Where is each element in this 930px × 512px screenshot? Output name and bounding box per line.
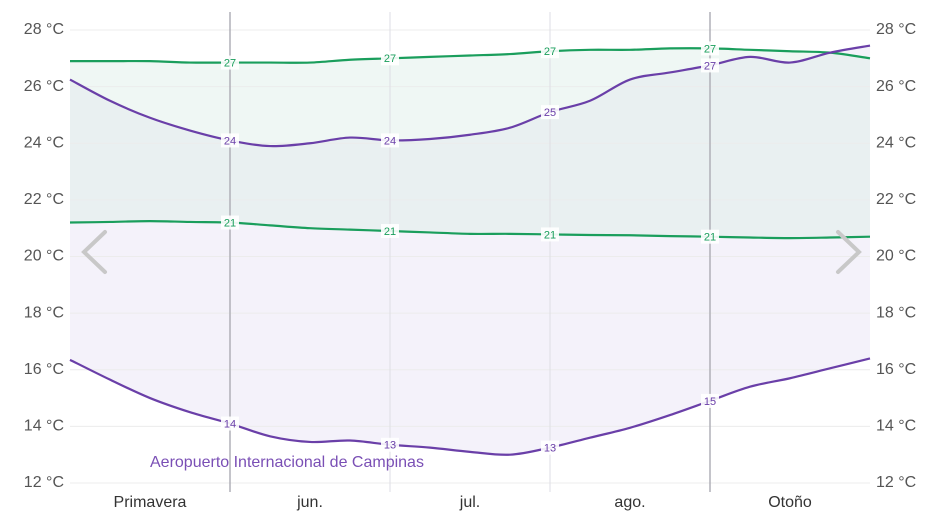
- y-tick-label: 20 °C: [24, 248, 64, 265]
- value-label-bg: [701, 58, 719, 73]
- value-label: 21: [544, 229, 556, 241]
- y-tick-label: 28 °C: [24, 21, 64, 38]
- value-label-bg: [381, 224, 399, 239]
- month-dividers: [229, 12, 711, 492]
- value-label: 21: [224, 217, 236, 229]
- y2-tick-label: 28 °C: [876, 21, 916, 38]
- value-label: 21: [704, 232, 716, 244]
- y2-tick-label: 18 °C: [876, 304, 916, 321]
- x-tick-label: Primavera: [114, 494, 187, 511]
- next-arrow[interactable]: [836, 230, 862, 274]
- temperature-line: [70, 47, 871, 64]
- x-tick-label: ago.: [614, 494, 645, 511]
- value-label-bg: [541, 44, 559, 59]
- value-label-bg: [381, 51, 399, 66]
- station-annotation: Aeropuerto Internacional de Campinas: [150, 454, 424, 471]
- value-label-bg: [541, 440, 559, 455]
- value-label-bg: [221, 416, 239, 431]
- y-tick-label: 14 °C: [24, 418, 64, 435]
- value-label-bg: [701, 41, 719, 56]
- y-tick-label: 26 °C: [24, 78, 64, 95]
- plot-background: [70, 45, 870, 455]
- y2-tick-label: 22 °C: [876, 191, 916, 208]
- value-label-bg: [221, 133, 239, 148]
- value-label: 13: [384, 440, 396, 452]
- temperature-line: [69, 357, 871, 456]
- value-label: 13: [544, 443, 556, 455]
- value-label: 27: [384, 53, 396, 65]
- value-label: 15: [704, 396, 716, 408]
- y-tick-label: 24 °C: [24, 134, 64, 151]
- y-tick-label: 16 °C: [24, 361, 64, 378]
- y2-tick-label: 24 °C: [876, 134, 916, 151]
- range-band: [70, 45, 870, 455]
- grid: [70, 29, 870, 484]
- series-lines: [69, 44, 871, 456]
- value-label-bg: [541, 227, 559, 242]
- value-label-bg: [701, 229, 719, 244]
- value-label-bg: [701, 393, 719, 408]
- x-tick-label: Otoño: [768, 494, 812, 511]
- value-label: 27: [704, 60, 716, 72]
- prev-arrow[interactable]: [81, 230, 107, 274]
- temperature-line: [69, 44, 871, 148]
- y-tick-label: 22 °C: [24, 191, 64, 208]
- value-label: 27: [704, 43, 716, 55]
- value-label: 14: [224, 418, 236, 430]
- y2-tick-label: 20 °C: [876, 248, 916, 265]
- value-label-bg: [541, 105, 559, 120]
- y-tick-label: 12 °C: [24, 474, 64, 491]
- value-label-bg: [381, 437, 399, 452]
- value-label-bg: [221, 215, 239, 230]
- y2-tick-label: 12 °C: [876, 474, 916, 491]
- x-tick-label: jul.: [459, 494, 480, 511]
- value-label: 25: [544, 107, 556, 119]
- value-label: 27: [544, 46, 556, 58]
- value-label: 27: [224, 57, 236, 69]
- labels: 12 °C 12 °C 14 °C 14 °C 16 °C 16 °C 18 °C 18 °C…: [24, 21, 916, 511]
- value-label: 21: [384, 226, 396, 238]
- y2-tick-label: 16 °C: [876, 361, 916, 378]
- y2-tick-label: 14 °C: [876, 418, 916, 435]
- value-label: 24: [224, 135, 236, 147]
- value-label-bg: [381, 133, 399, 148]
- x-tick-label: jun.: [296, 494, 323, 511]
- y2-tick-label: 26 °C: [876, 78, 916, 95]
- y-tick-label: 18 °C: [24, 304, 64, 321]
- value-label-bg: [221, 55, 239, 70]
- value-label: 24: [384, 135, 396, 147]
- temperature-line: [69, 220, 871, 240]
